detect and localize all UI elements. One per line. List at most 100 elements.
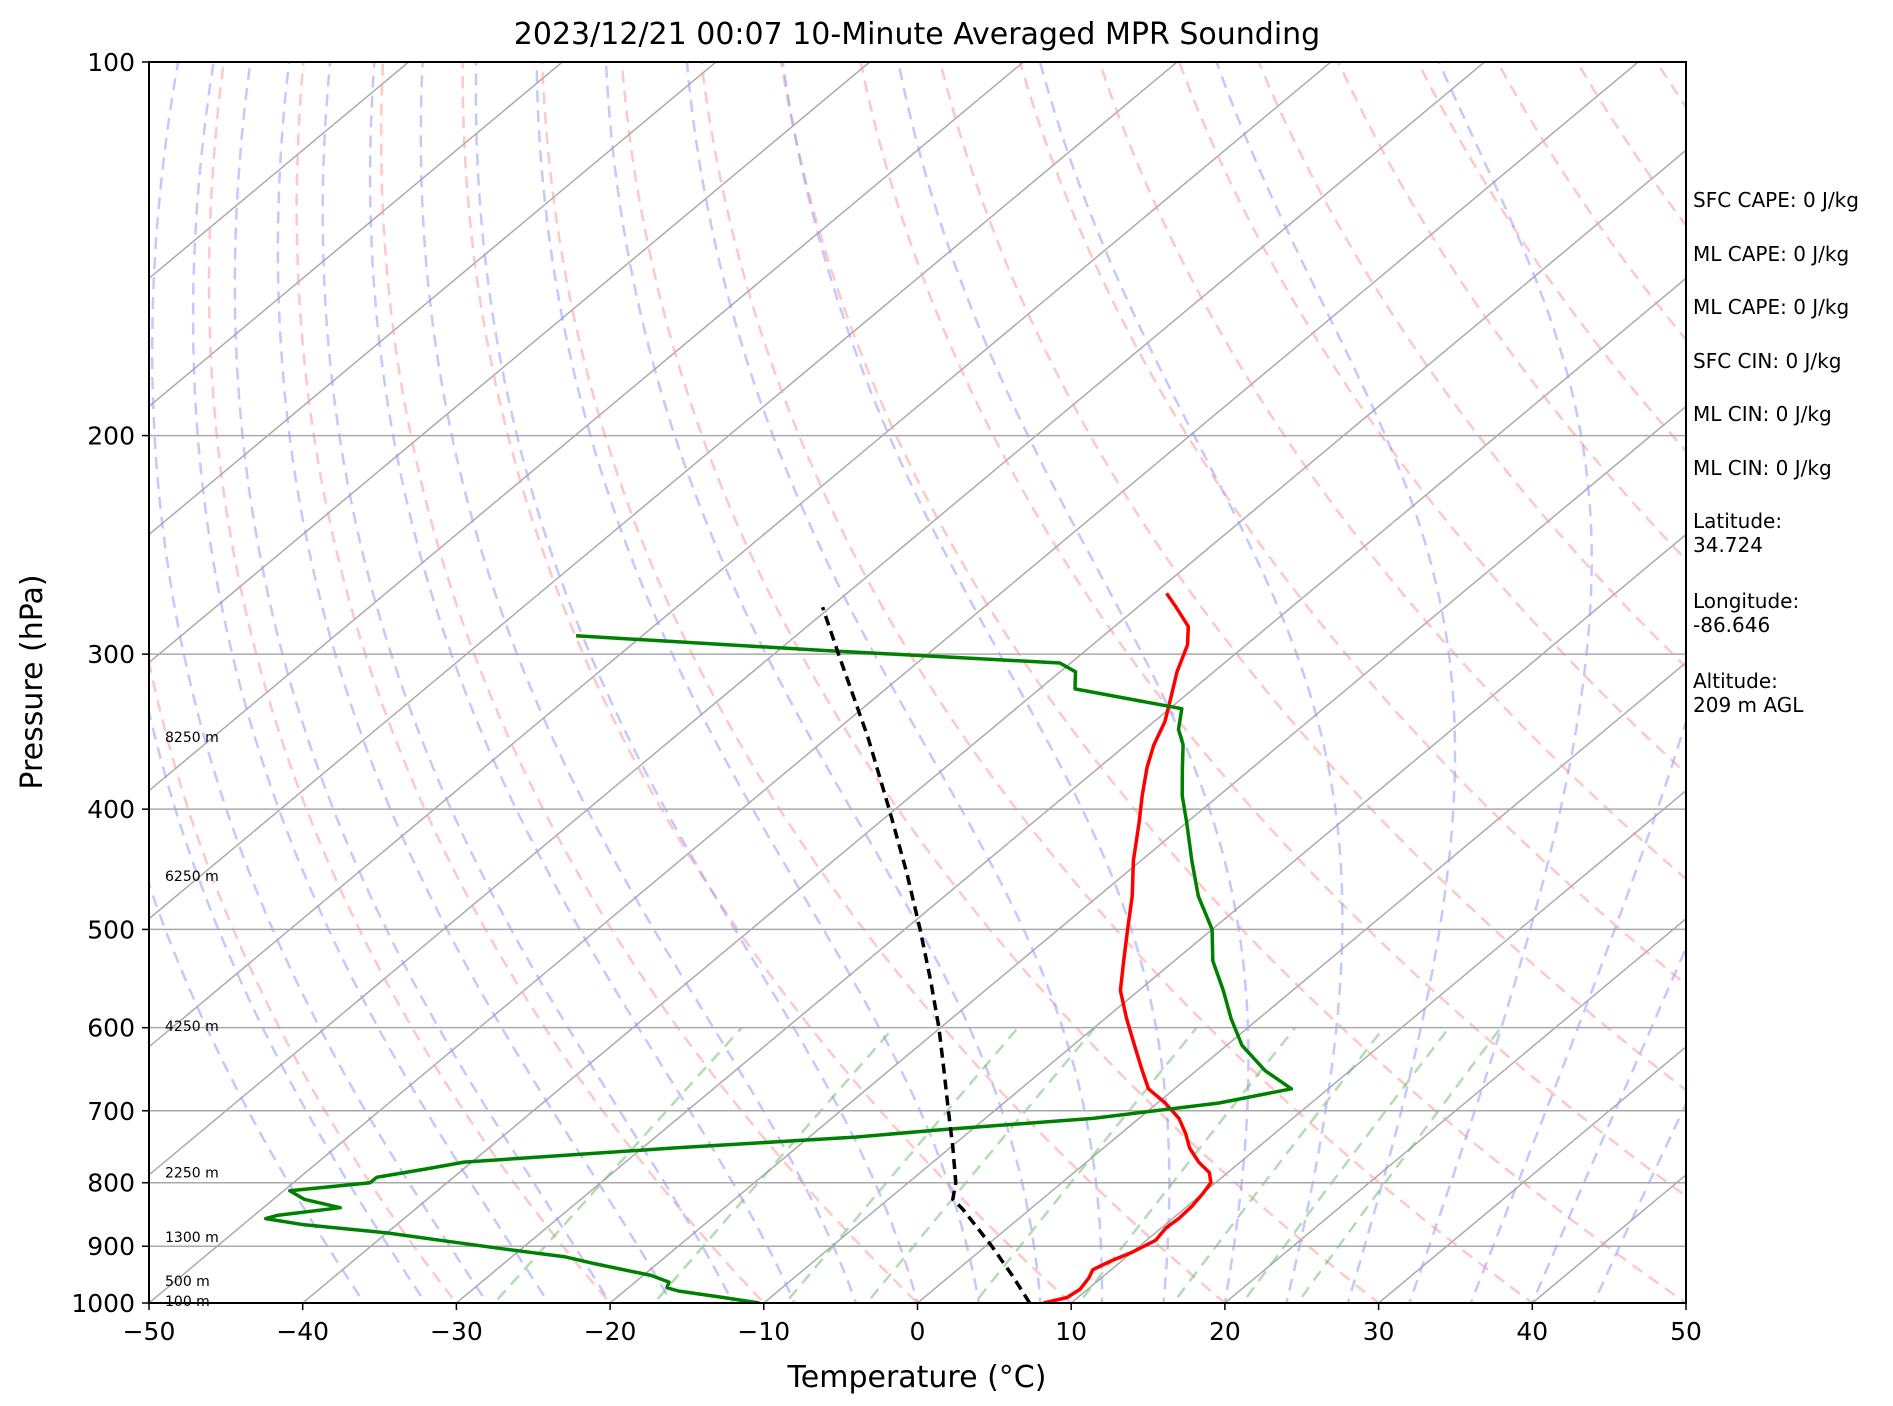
dry-adiabat <box>1177 62 1686 775</box>
dry-adiabat <box>620 62 1381 1303</box>
altitude-label: 6250 m <box>165 869 219 885</box>
altitude-info-label: Altitude: 209 m AGL <box>1693 669 1804 717</box>
y-tick-label: 400 <box>87 795 135 824</box>
dewpoint-profile <box>263 634 1294 1303</box>
x-tick-label: −50 <box>123 1317 176 1346</box>
moist-adiabat <box>149 706 428 1303</box>
mixing-ratio-line <box>973 1026 1198 1303</box>
mixing-ratio-line <box>1240 1026 1450 1303</box>
ml-cin-label-2: ML CIN: 0 J/kg <box>1693 455 1832 480</box>
x-tick-label: −30 <box>430 1317 483 1346</box>
isotherm-line <box>455 277 1686 1303</box>
isotherm-line <box>149 62 1179 920</box>
moist-adiabat <box>1215 62 1457 1303</box>
x-tick-label: −10 <box>737 1317 790 1346</box>
y-tick-label: 100 <box>87 48 135 77</box>
isotherm-line <box>149 62 871 664</box>
longitude-label: Longitude: -86.646 <box>1693 589 1800 637</box>
sfc-cin-label: SFC CIN: 0 J/kg <box>1693 348 1842 373</box>
ml-cin-label: ML CIN: 0 J/kg <box>1693 402 1832 426</box>
sfc-cape-label: SFC CAPE: 0 J/kg <box>1693 188 1859 212</box>
isotherm-line <box>149 62 1640 1303</box>
sounding-profiles <box>263 592 1294 1303</box>
dry-adiabat <box>1018 62 1686 987</box>
y-tick-label: 300 <box>87 640 135 669</box>
dry-adiabat <box>540 62 1227 1303</box>
background-lines <box>149 62 1686 1303</box>
altitude-label: 1300 m <box>165 1230 219 1246</box>
mixing-ratio-line <box>1171 1026 1385 1303</box>
y-tick-label: 800 <box>87 1169 135 1198</box>
moist-adiabat <box>474 62 919 1303</box>
moist-adiabat <box>321 62 735 1303</box>
y-axis-label: Pressure (hPa) <box>15 574 50 789</box>
y-tick-label: 900 <box>87 1232 135 1261</box>
x-axis-label: Temperature (°C) <box>787 1360 1047 1395</box>
altitude-label: 8250 m <box>165 730 219 746</box>
dry-adiabat <box>461 62 1074 1303</box>
mixing-ratio-line <box>1077 1026 1297 1303</box>
x-tick-label: −20 <box>584 1317 637 1346</box>
mixing-ratio-line <box>783 1026 1019 1303</box>
moist-adiabat <box>1469 717 1686 1303</box>
mixing-ratio-line <box>865 1026 1096 1303</box>
altitude-label: 2250 m <box>165 1166 219 1182</box>
isotherm-line <box>762 533 1686 1303</box>
altitude-label: 100 m <box>165 1294 210 1310</box>
moist-adiabat <box>233 62 612 1303</box>
isotherm-line <box>608 405 1686 1303</box>
x-tick-label: 10 <box>1055 1317 1087 1346</box>
x-tick-label: 30 <box>1363 1317 1395 1346</box>
dry-adiabat <box>1098 62 1686 881</box>
plot-frame <box>148 61 1687 1304</box>
moist-adiabat <box>191 62 551 1303</box>
isotherm-line <box>301 149 1686 1303</box>
isotherm-line <box>1377 1045 1686 1303</box>
y-tick-label: 600 <box>87 1014 135 1043</box>
altitude-label: 4250 m <box>165 1019 219 1035</box>
moist-adiabat <box>897 62 1250 1303</box>
y-tick-label: 1000 <box>71 1289 135 1318</box>
dry-adiabat <box>700 62 1535 1303</box>
info-panel: SFC CAPE: 0 J/kg ML CAPE: 0 J/kg ML CAPE… <box>1693 188 1883 749</box>
altitude-label: 500 m <box>165 1274 210 1290</box>
mixing-ratio-line <box>652 1026 895 1303</box>
moist-adiabat <box>685 62 1104 1303</box>
x-tick-label: 40 <box>1516 1317 1548 1346</box>
latitude-label: Latitude: 34.724 <box>1693 509 1783 557</box>
temperature-profile <box>1043 592 1213 1303</box>
ml-cape-label: ML CAPE: 0 J/kg <box>1693 241 1850 266</box>
mixing-ratio-line <box>492 1026 743 1303</box>
moist-adiabat <box>781 62 1171 1303</box>
moist-adiabat <box>419 62 858 1303</box>
dry-adiabat <box>938 62 1686 1092</box>
y-tick-label: 500 <box>87 915 135 944</box>
isotherm-line <box>149 62 564 408</box>
isotherm-line <box>149 62 1025 792</box>
dry-adiabat <box>1257 62 1686 669</box>
x-tick-label: 20 <box>1209 1317 1241 1346</box>
ml-cape-label-2: ML CAPE: 0 J/kg <box>1693 295 1850 319</box>
moist-adiabat <box>604 62 1042 1303</box>
moist-adiabat <box>276 62 674 1303</box>
moist-adiabat <box>535 62 981 1303</box>
dry-adiabat <box>149 656 458 1303</box>
isotherm-line <box>1223 917 1686 1303</box>
mixing-ratio-line <box>1295 1026 1502 1303</box>
x-tick-label: 0 <box>910 1317 926 1346</box>
isotherm-line <box>149 62 718 536</box>
parcel-profile <box>820 606 1032 1303</box>
moist-adiabat <box>1407 62 1593 1303</box>
dry-adiabat <box>379 62 920 1303</box>
isotherm-line <box>149 62 410 280</box>
moist-adiabat <box>368 62 796 1303</box>
dry-adiabat <box>859 62 1686 1198</box>
moist-adiabat <box>150 62 489 1303</box>
y-tick-label: 700 <box>87 1097 135 1126</box>
dry-adiabat <box>207 62 612 1303</box>
x-tick-label: −40 <box>276 1317 329 1346</box>
moist-adiabat <box>149 880 366 1303</box>
chart-title: 2023/12/21 00:07 10-Minute Averaged MPR … <box>514 17 1320 52</box>
